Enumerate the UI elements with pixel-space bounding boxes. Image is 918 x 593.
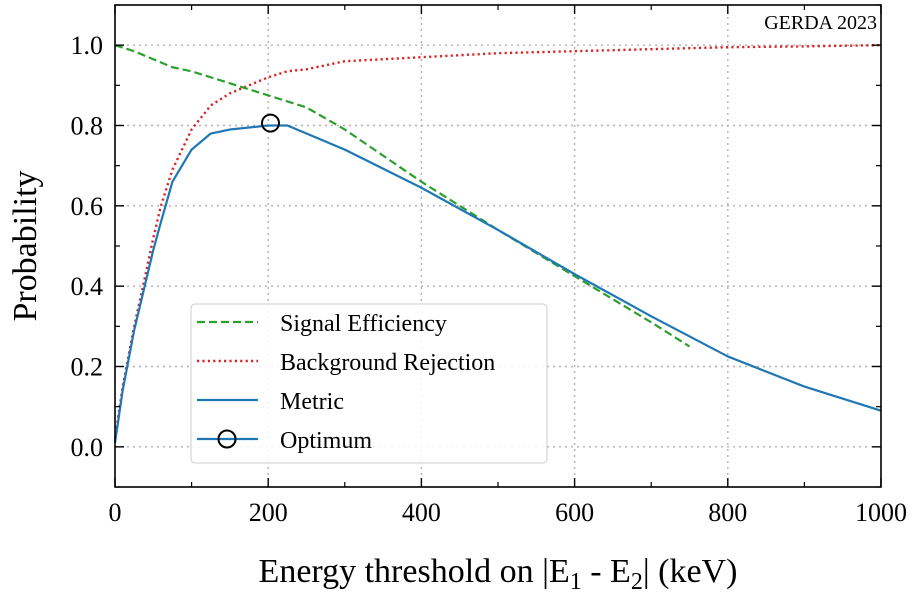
legend-box (190, 303, 548, 464)
y-tick-label: 0.0 (71, 433, 104, 462)
legend-optimum-marker (217, 429, 237, 449)
x-tick-label: 400 (402, 498, 441, 527)
series-layer (113, 43, 882, 443)
y-axis-label: Probability (7, 170, 44, 321)
legend-metric-label: Metric (280, 389, 344, 415)
legend-background-label: Background Rejection (280, 350, 495, 376)
y-tick-label: 0.2 (71, 353, 104, 382)
x-axis-label-prefix: Energy threshold on |E (259, 553, 570, 590)
x-tick-label: 1000 (855, 498, 907, 527)
series-line-metric (113, 124, 882, 443)
optimum-marker (260, 113, 280, 133)
x-tick-label: 200 (249, 498, 288, 527)
x-axis-label-suffix: | (keV) (643, 553, 738, 590)
series-line-background-rejection (113, 43, 882, 439)
legend-signal-label: Signal Efficiency (280, 311, 447, 337)
series-line-signal-efficiency (114, 44, 691, 348)
annotation-label: GERDA 2023 (764, 12, 877, 34)
plot-frame (114, 4, 882, 488)
y-tick-label: 0.8 (71, 112, 104, 141)
x-axis-label-mid: - E (582, 553, 631, 590)
legend-optimum-label: Optimum (280, 428, 372, 454)
x-tick-label: 600 (555, 498, 594, 527)
x-tick-label: 800 (708, 498, 747, 527)
axis-ticks: 0 200 400 600 800 1000 0.0 0.2 0.4 0.6 0.8 1.0 (71, 4, 907, 527)
x-axis-label-sub1: 1 (570, 569, 582, 593)
legend: Signal Efficiency Background Rejection M… (190, 303, 548, 464)
y-tick-label: 1.0 (71, 31, 104, 60)
x-axis-label: Energy threshold on |E1 - E2| (keV) (259, 553, 738, 593)
y-tick-label: 0.4 (71, 272, 104, 301)
x-tick-label: 0 (109, 498, 122, 527)
y-tick-label: 0.6 (71, 192, 104, 221)
x-axis-label-sub2: 2 (631, 569, 643, 593)
